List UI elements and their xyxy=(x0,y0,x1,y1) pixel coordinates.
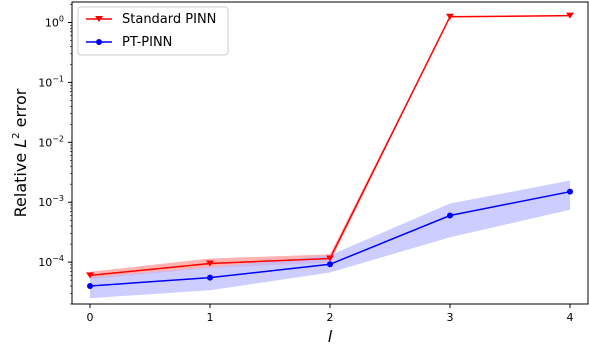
x-tick-label: 2 xyxy=(327,311,334,324)
series-markers xyxy=(86,12,574,289)
x-tick-label: 1 xyxy=(207,311,214,324)
data-point xyxy=(446,13,454,20)
legend-box xyxy=(77,6,229,56)
x-tick-label: 3 xyxy=(447,311,454,324)
legend-marker-pt-pinn xyxy=(96,39,102,45)
data-point xyxy=(566,12,574,19)
x-tick-label: 4 xyxy=(567,311,574,324)
series-lines xyxy=(89,14,571,287)
data-point xyxy=(87,282,93,289)
y-tick-label: 10−1 xyxy=(38,74,64,89)
confidence-bands xyxy=(90,15,570,299)
y-tick-label: 100 xyxy=(45,15,64,30)
data-point xyxy=(86,272,94,279)
legend-marker-standard-pinn xyxy=(95,16,103,22)
legend-label-pt-pinn: PT-PINN xyxy=(122,35,172,50)
x-tick-label: 0 xyxy=(87,311,94,324)
y-tick-label: 10−4 xyxy=(38,254,64,269)
x-tick-labels: 0 1 2 3 4 xyxy=(87,311,574,324)
legend-label-standard-pinn: Standard PINN xyxy=(122,12,216,27)
data-point xyxy=(326,255,334,262)
plot-area-frame xyxy=(71,1,589,305)
y-tick-label: 10−2 xyxy=(38,134,64,149)
data-point xyxy=(447,212,453,219)
data-point xyxy=(207,274,213,281)
y-tick-labels: 10−4 10−3 10−2 10−1 100 xyxy=(38,15,64,270)
data-point xyxy=(567,188,573,195)
data-point xyxy=(206,260,214,267)
data-point xyxy=(327,261,333,268)
band-1 xyxy=(90,180,570,299)
x-axis-label: l xyxy=(328,327,333,346)
legend: Standard PINN PT-PINN xyxy=(77,6,229,56)
y-tick-label: 10−3 xyxy=(38,194,64,209)
y-axis-label: Relative L2 error xyxy=(11,88,30,217)
